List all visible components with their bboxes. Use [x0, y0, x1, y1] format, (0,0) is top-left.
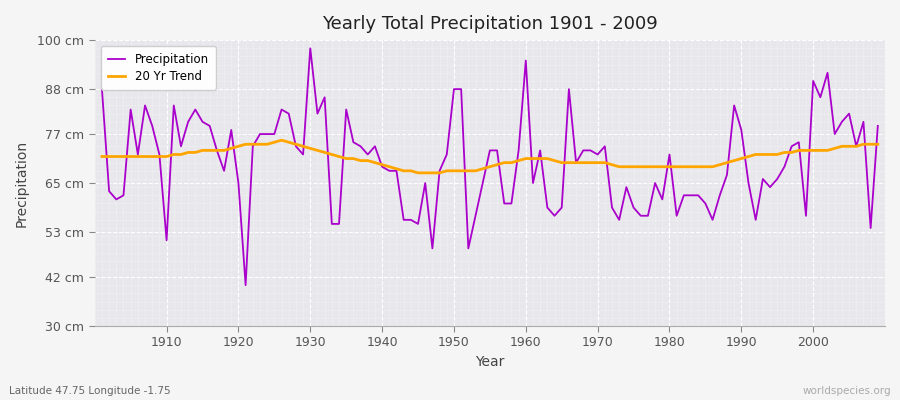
Precipitation [327, 222, 338, 226]
20 Yr Trend [96, 154, 107, 159]
20 Yr Trend [276, 138, 287, 142]
Line: Precipitation: Precipitation [102, 48, 878, 285]
Precipitation [154, 152, 165, 157]
Precipitation [96, 87, 107, 92]
Precipitation [527, 181, 538, 186]
Text: Latitude 47.75 Longitude -1.75: Latitude 47.75 Longitude -1.75 [9, 386, 171, 396]
20 Yr Trend [621, 164, 632, 169]
Text: worldspecies.org: worldspecies.org [803, 386, 891, 396]
20 Yr Trend [154, 154, 165, 159]
20 Yr Trend [535, 156, 545, 161]
Precipitation [305, 46, 316, 51]
20 Yr Trend [320, 150, 330, 155]
Precipitation [872, 124, 883, 128]
20 Yr Trend [412, 170, 423, 175]
Title: Yearly Total Precipitation 1901 - 2009: Yearly Total Precipitation 1901 - 2009 [322, 15, 658, 33]
Legend: Precipitation, 20 Yr Trend: Precipitation, 20 Yr Trend [101, 46, 216, 90]
Precipitation [240, 283, 251, 288]
Precipitation [370, 144, 381, 149]
20 Yr Trend [872, 142, 883, 147]
X-axis label: Year: Year [475, 355, 505, 369]
20 Yr Trend [363, 158, 374, 163]
20 Yr Trend [527, 156, 538, 161]
Precipitation [535, 148, 545, 153]
Line: 20 Yr Trend: 20 Yr Trend [102, 140, 878, 173]
Precipitation [621, 185, 632, 190]
Y-axis label: Precipitation: Precipitation [15, 140, 29, 227]
